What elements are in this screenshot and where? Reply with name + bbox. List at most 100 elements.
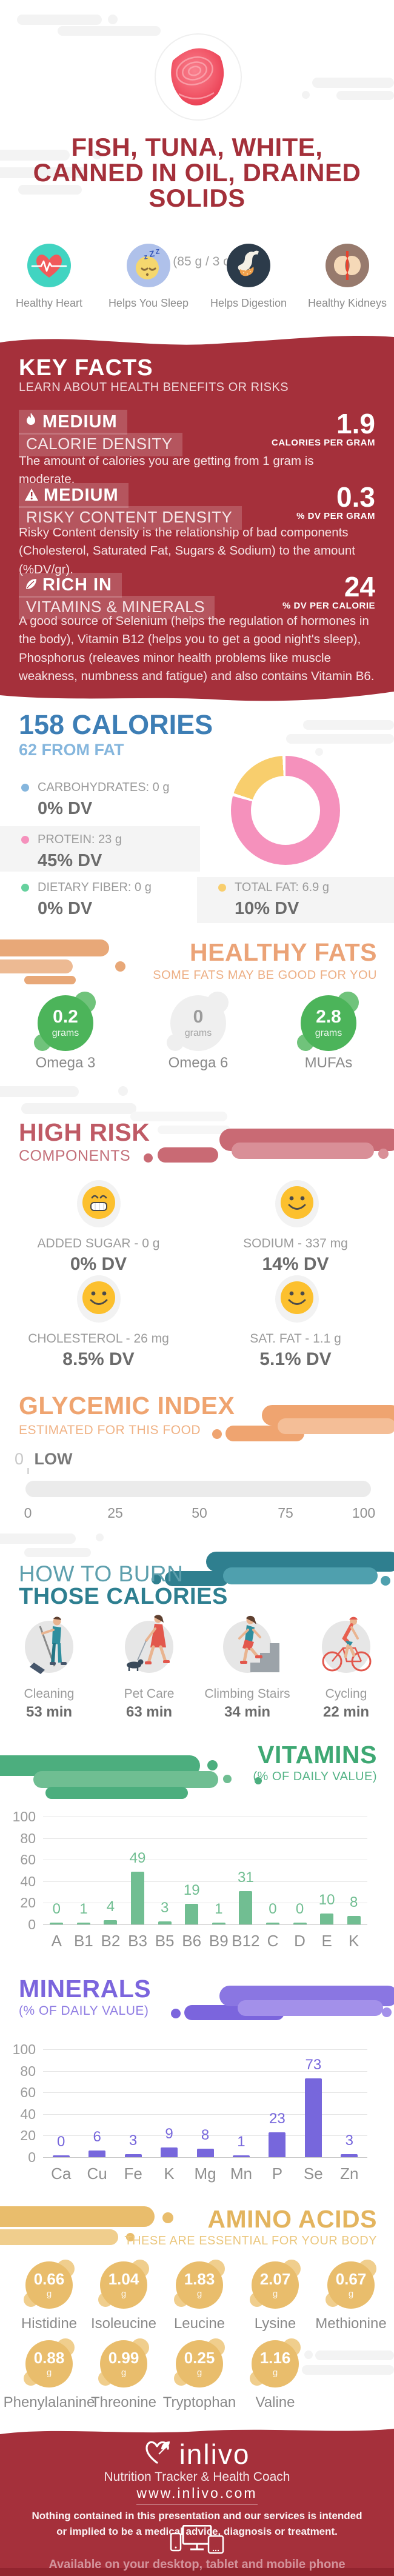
x-axis-label: D bbox=[294, 1932, 306, 1950]
bar-value-label: 0 bbox=[269, 1901, 277, 1917]
title-line: CANNED IN OIL, DRAINED bbox=[33, 158, 361, 187]
kidneys-icon bbox=[326, 244, 369, 290]
fact-metric: VITAMINS & MINERALS bbox=[19, 596, 215, 619]
legend-dot bbox=[21, 784, 29, 792]
glycemic-scale-track bbox=[25, 1481, 371, 1497]
bar bbox=[341, 2154, 358, 2157]
x-axis-label: Zn bbox=[340, 2164, 359, 2183]
bar-value-label: 23 bbox=[269, 2111, 285, 2127]
amino-unit: g bbox=[348, 2289, 354, 2299]
fat-value: 2.8 bbox=[316, 1006, 341, 1027]
burn-title-line2: THOSE CALORIES bbox=[19, 1584, 228, 1609]
vitamins-subtitle: (% OF DAILY VALUE) bbox=[253, 1770, 377, 1783]
bar bbox=[265, 1923, 279, 1924]
legend-item-carbohydrates: CARBOHYDRATES: 0 g 0% DV bbox=[21, 781, 169, 819]
amino-value: 0.88 bbox=[33, 2349, 65, 2367]
risk-dv: 0% DV bbox=[70, 1254, 127, 1274]
amino-blob: 1.16 g bbox=[252, 2340, 299, 2387]
warning-icon bbox=[25, 486, 38, 506]
website-link[interactable]: www.inlivo.com bbox=[136, 2485, 258, 2504]
x-axis-label: K bbox=[349, 1932, 359, 1950]
amino-value: 1.83 bbox=[184, 2270, 215, 2288]
fat-blob: 2.8 grams bbox=[301, 995, 356, 1051]
title-line: FISH, TUNA, WHITE, bbox=[71, 133, 323, 161]
y-axis-label: 0 bbox=[28, 1917, 36, 1932]
amino-label: Methionine bbox=[315, 2315, 387, 2332]
bar-value-label: 9 bbox=[165, 2125, 173, 2142]
bar bbox=[185, 1904, 199, 1924]
amino-unit: g bbox=[196, 2367, 202, 2378]
wave-divider bbox=[0, 2429, 394, 2444]
fat-blob: 0 grams bbox=[170, 995, 226, 1051]
amino-blob: 0.66 g bbox=[25, 2261, 73, 2309]
risk-dv: 14% DV bbox=[262, 1254, 329, 1274]
fat-label: Omega 6 bbox=[168, 1055, 229, 1071]
y-axis-label: 100 bbox=[12, 1809, 36, 1824]
gridline bbox=[43, 2049, 367, 2050]
bar bbox=[347, 1915, 361, 1924]
amino-value: 1.16 bbox=[259, 2349, 291, 2367]
bar bbox=[212, 1923, 225, 1924]
legend-label: PROTEIN: 23 g bbox=[38, 833, 122, 846]
website-link-wrap: www.inlivo.com bbox=[0, 2485, 394, 2504]
bar bbox=[50, 1923, 64, 1924]
page-title: FISH, TUNA, WHITE, CANNED IN OIL, DRAINE… bbox=[15, 135, 379, 211]
activity-pet-care: Pet Care 63 min bbox=[98, 1687, 201, 1721]
legend-item-dietary-fiber: DIETARY FIBER: 0 g 0% DV bbox=[21, 881, 152, 919]
fact-value: 1.9 bbox=[336, 408, 375, 439]
activity-label: Climbing Stairs bbox=[204, 1687, 290, 1701]
leaf-icon bbox=[25, 575, 37, 595]
amino-value: 0.25 bbox=[184, 2349, 215, 2367]
risk-item-cholesterol: CHOLESTEROL - 26 mg 8.5% DV bbox=[0, 1332, 197, 1370]
risk-item-sat-fat: SAT. FAT - 1.1 g 5.1% DV bbox=[197, 1332, 394, 1370]
pet-care-illustration bbox=[122, 1603, 176, 1679]
svg-text:Z: Z bbox=[155, 248, 160, 256]
fat-unit: grams bbox=[184, 1027, 212, 1038]
x-axis-label: K bbox=[164, 2164, 175, 2183]
gridline bbox=[43, 2092, 367, 2094]
activity-climbing-stairs: Climbing Stairs 34 min bbox=[196, 1687, 299, 1721]
bar bbox=[52, 2155, 70, 2157]
devices-icon bbox=[170, 2524, 224, 2558]
legend-highlight-box bbox=[0, 826, 200, 872]
benefit-label: Healthy Kidneys bbox=[307, 297, 387, 309]
title-line: SOLIDS bbox=[149, 184, 245, 212]
activity-label: Pet Care bbox=[124, 1687, 175, 1701]
fact-value: 0.3 bbox=[336, 481, 375, 513]
calories-from-fat: 62 FROM FAT bbox=[19, 741, 124, 759]
bar bbox=[304, 2078, 322, 2157]
gridline bbox=[43, 2114, 367, 2115]
smile-emoji-icon bbox=[275, 1275, 319, 1326]
bar-value-label: 19 bbox=[183, 1882, 200, 1899]
x-axis-label: B3 bbox=[128, 1932, 147, 1950]
fact-value: 24 bbox=[344, 571, 375, 602]
high-risk-subtitle: COMPONENTS bbox=[19, 1147, 131, 1164]
legend-highlight-box bbox=[197, 877, 394, 923]
amino-label: Valine bbox=[255, 2394, 295, 2411]
y-axis-label: 80 bbox=[20, 1830, 36, 1846]
x-axis-label: Mn bbox=[230, 2164, 252, 2183]
fact-level: MEDIUM bbox=[42, 412, 118, 432]
stomach-icon bbox=[227, 244, 270, 290]
x-axis-label: B5 bbox=[155, 1932, 175, 1950]
gridline bbox=[43, 1924, 367, 1925]
bar-value-label: 1 bbox=[215, 1901, 223, 1917]
smile-emoji-icon bbox=[275, 1180, 319, 1231]
amino-acids-subtitle: THESE ARE ESSENTIAL FOR YOUR BODY bbox=[124, 2234, 377, 2247]
amino-label: Threonine bbox=[90, 2394, 157, 2411]
y-axis-label: 20 bbox=[20, 2127, 36, 2144]
legend-item-total-fat: TOTAL FAT: 6.9 g 10% DV bbox=[218, 881, 329, 919]
fact-level: MEDIUM bbox=[44, 486, 119, 505]
risk-dv: 5.1% DV bbox=[259, 1349, 332, 1369]
fat-unit: grams bbox=[315, 1027, 342, 1038]
y-axis-label: 60 bbox=[20, 1852, 36, 1868]
fact-unit: CALORIES PER GRAM bbox=[271, 438, 375, 448]
svg-text:z: z bbox=[143, 252, 148, 261]
amino-unit: g bbox=[121, 2289, 127, 2299]
risk-item-added-sugar: ADDED SUGAR - 0 g 0% DV bbox=[0, 1236, 197, 1275]
legend-dot bbox=[21, 836, 29, 844]
bar bbox=[239, 1890, 253, 1924]
bar-value-label: 6 bbox=[93, 2129, 101, 2146]
x-axis-label: Ca bbox=[51, 2164, 72, 2183]
